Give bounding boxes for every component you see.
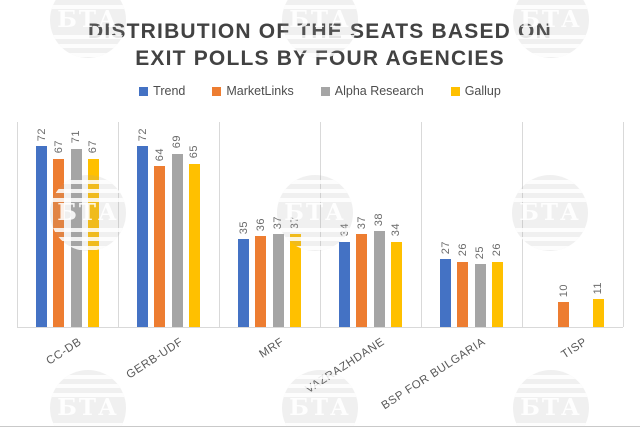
legend-label: Alpha Research	[334, 84, 424, 98]
legend-item-alpha-research: Alpha Research	[320, 84, 424, 98]
bar-trend-vazrazhdane	[339, 241, 351, 327]
vertical-gridline	[522, 122, 523, 327]
bar-value-label: 37	[355, 215, 368, 229]
vertical-gridline	[219, 122, 220, 327]
legend-swatch-icon	[212, 86, 222, 96]
bar-value-label: 67	[87, 140, 100, 154]
bar-value-label: 72	[136, 127, 149, 141]
bar-marketlinks-mrf	[255, 236, 267, 327]
bar-gallup-gerb-udf	[188, 163, 200, 327]
legend-label: MarketLinks	[226, 84, 294, 98]
bar-alpha-research-bsp-for-bulgaria	[474, 264, 486, 327]
category-axis-label: CC-DB	[44, 336, 85, 368]
legend-swatch-icon	[139, 86, 149, 96]
bar-marketlinks-bsp-for-bulgaria	[457, 261, 469, 327]
bar-value-label: 11	[592, 281, 605, 295]
bar-alpha-research-gerb-udf	[171, 153, 183, 327]
bar-value-label: 72	[35, 127, 48, 141]
legend-label: Trend	[153, 84, 186, 98]
bar-trend-mrf	[238, 239, 250, 327]
bar-marketlinks-tisp	[558, 301, 570, 327]
bar-gallup-cc-db	[87, 158, 99, 327]
bar-value-label: 67	[52, 140, 65, 154]
bar-gallup-bsp-for-bulgaria	[491, 261, 503, 327]
bar-alpha-research-vazrazhdane	[373, 231, 385, 327]
legend-item-gallup: Gallup	[450, 84, 501, 98]
category-axis-label: GERB-UDF	[124, 336, 186, 382]
bar-trend-gerb-udf	[137, 145, 149, 327]
legend-item-trend: Trend	[139, 84, 185, 98]
vertical-gridline	[118, 122, 119, 327]
bar-alpha-research-cc-db	[70, 148, 82, 327]
bar-value-label: 27	[439, 240, 452, 255]
category-axis-label: BSP FOR BULGARIA	[379, 336, 489, 413]
bar-value-label: 37	[272, 215, 285, 229]
vertical-gridline	[17, 122, 18, 327]
chart-title-line-2: EXIT POLLS BY FOUR AGENCIES	[135, 47, 505, 70]
legend-swatch-icon	[320, 86, 330, 96]
category-axis-label: TISP	[559, 336, 590, 362]
bar-value-label: 36	[254, 218, 267, 232]
bar-value-label: 10	[557, 283, 570, 297]
bar-value-label: 34	[390, 223, 403, 237]
bar-value-label: 65	[188, 145, 201, 159]
bar-value-label: 35	[237, 220, 250, 235]
bar-marketlinks-vazrazhdane	[356, 233, 368, 327]
bar-trend-bsp-for-bulgaria	[440, 259, 452, 327]
bar-gallup-mrf	[289, 233, 301, 327]
bar-gallup-tisp	[592, 299, 604, 327]
bar-value-label: 71	[70, 130, 83, 144]
vertical-gridline	[623, 122, 624, 327]
bar-trend-cc-db	[36, 145, 48, 327]
bar-value-label: 26	[491, 243, 504, 257]
bar-value-label: 38	[373, 213, 386, 227]
bar-value-label: 37	[289, 215, 302, 229]
bar-value-label: 69	[171, 135, 184, 149]
bar-marketlinks-gerb-udf	[154, 166, 166, 327]
x-axis-line	[17, 327, 623, 328]
bar-gallup-vazrazhdane	[390, 241, 402, 327]
bar-value-label: 64	[153, 147, 166, 162]
legend-swatch-icon	[450, 86, 460, 96]
vertical-gridline	[320, 122, 321, 327]
legend-label: Gallup	[464, 84, 501, 98]
chart-legend: Trend MarketLinks Alpha Research Gallup	[0, 84, 640, 98]
vertical-gridline	[421, 122, 422, 327]
category-axis-label: VAZRAZHDANE	[303, 336, 388, 396]
bar-value-label: 25	[474, 245, 487, 260]
category-axis-label: MRF	[257, 336, 287, 361]
bar-value-label: 26	[456, 243, 469, 257]
legend-item-marketlinks: MarketLinks	[212, 84, 294, 98]
bar-alpha-research-mrf	[272, 233, 284, 327]
bar-value-label: 34	[338, 223, 351, 237]
bar-marketlinks-cc-db	[53, 158, 65, 327]
